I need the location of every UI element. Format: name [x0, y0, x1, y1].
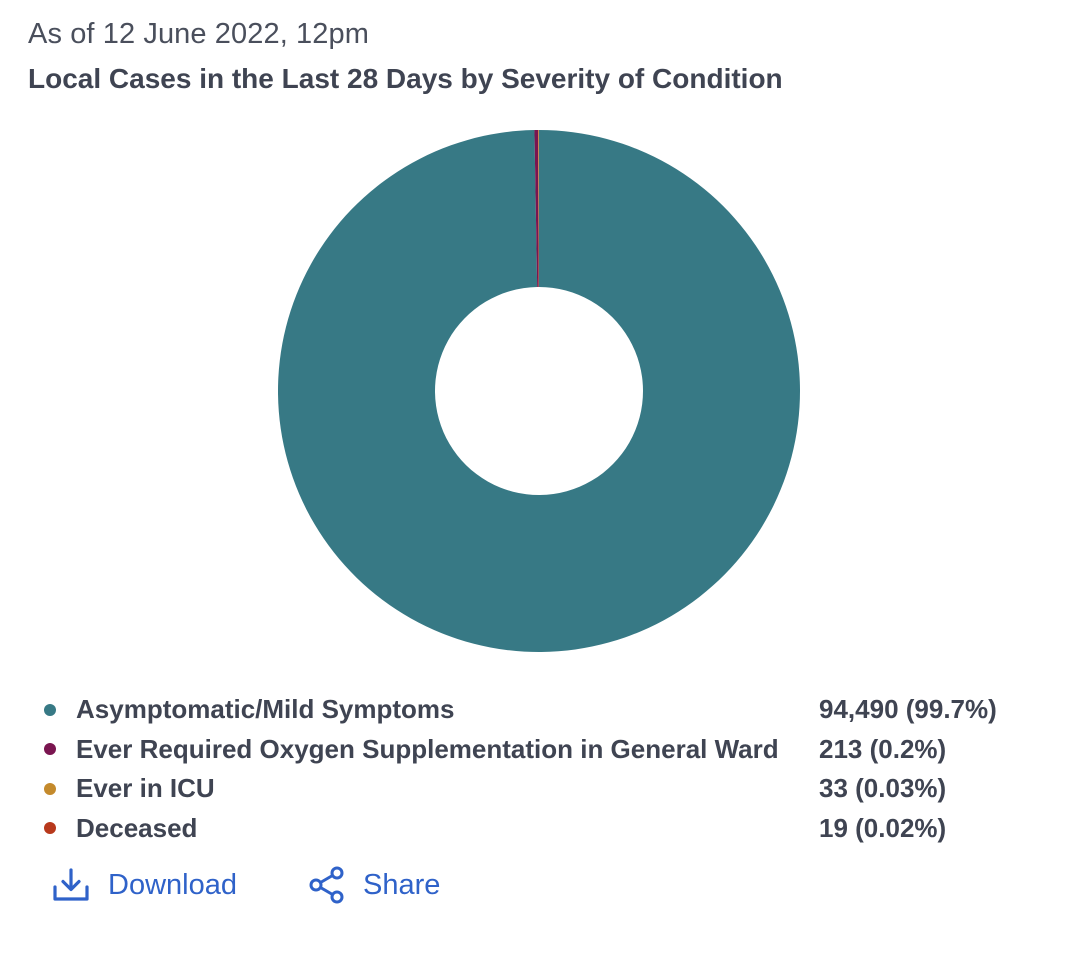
donut-slice-2[interactable] — [538, 130, 539, 288]
legend-swatch — [44, 703, 56, 716]
legend-label: Asymptomatic/Mild Symptoms — [76, 694, 455, 725]
donut-slice-0[interactable] — [278, 130, 801, 653]
download-button[interactable]: Download — [52, 867, 237, 903]
legend-item: Ever in ICU 33 (0.03%) — [44, 769, 1054, 809]
download-label: Download — [108, 868, 237, 901]
share-label: Share — [362, 868, 441, 901]
legend-value: 94,490 (99.7%) — [819, 694, 997, 725]
as-of-timestamp: As of 12 June 2022, 12pm — [28, 18, 369, 50]
legend-value: 19 (0.02%) — [819, 812, 947, 843]
legend-swatch — [44, 782, 56, 795]
download-icon — [52, 867, 90, 903]
chart-title: Local Cases in the Last 28 Days by Sever… — [28, 63, 783, 94]
chart-legend: Asymptomatic/Mild Symptoms 94,490 (99.7%… — [44, 690, 1054, 848]
share-button[interactable]: Share — [309, 866, 440, 904]
legend-swatch — [44, 743, 56, 756]
legend-item: Asymptomatic/Mild Symptoms 94,490 (99.7%… — [44, 690, 1054, 730]
legend-value: 33 (0.03%) — [819, 773, 947, 804]
legend-value: 213 (0.2%) — [819, 733, 947, 764]
share-icon — [309, 866, 345, 904]
legend-item: Deceased 19 (0.02%) — [44, 809, 1054, 849]
legend-label: Ever in ICU — [76, 773, 215, 804]
chart-actions: Download Share — [52, 866, 440, 904]
donut-slice-1[interactable] — [534, 130, 539, 288]
legend-label: Deceased — [76, 812, 198, 843]
legend-item: Ever Required Oxygen Supplementation in … — [44, 730, 1054, 770]
legend-swatch — [44, 822, 56, 835]
legend-label: Ever Required Oxygen Supplementation in … — [76, 733, 779, 764]
